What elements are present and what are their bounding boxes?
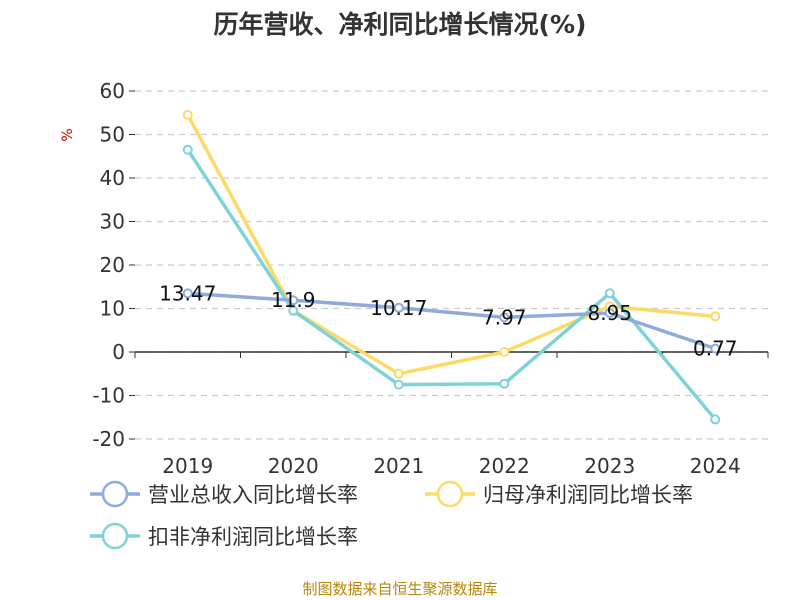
chart-title: 历年营收、净利同比增长情况(%) xyxy=(214,10,587,39)
data-label: 8.95 xyxy=(587,301,632,325)
data-label: 13.47 xyxy=(159,281,216,305)
data-point xyxy=(393,368,404,379)
y-tick-label: 20 xyxy=(100,253,125,277)
legend-label: 营业总收入同比增长率 xyxy=(148,483,358,507)
data-point xyxy=(288,305,299,316)
data-point xyxy=(182,144,193,155)
legend-label: 扣非净利润同比增长率 xyxy=(148,525,358,549)
x-tick-label: 2021 xyxy=(373,454,424,478)
series-line xyxy=(187,291,716,351)
data-labels: 13.47 11.9 10.17 7.97 8.95 0.77 xyxy=(159,281,737,360)
series-line xyxy=(186,148,717,421)
series-1 xyxy=(182,288,721,354)
data-point xyxy=(499,378,510,389)
legend-marker xyxy=(436,480,464,508)
data-point xyxy=(499,347,510,357)
series-lines xyxy=(182,109,721,425)
data-point xyxy=(393,379,404,390)
series-2 xyxy=(182,109,721,379)
data-point xyxy=(288,295,299,306)
x-axis-ticks: 2019 2020 2021 2022 2023 2024 xyxy=(162,454,740,478)
data-point xyxy=(604,288,615,299)
x-tick-label: 2023 xyxy=(584,454,635,478)
data-label: 10.17 xyxy=(370,296,427,320)
x-tick-label: 2022 xyxy=(479,454,530,478)
series-line xyxy=(186,114,716,376)
legend-item: 扣非净利润同比增长率 xyxy=(90,522,358,550)
x-tick-label: 2024 xyxy=(690,454,741,478)
data-point xyxy=(499,312,510,323)
y-tick-label: 60 xyxy=(100,79,125,103)
data-label: 7.97 xyxy=(482,305,527,329)
data-point xyxy=(710,414,721,425)
legend-item: 营业总收入同比增长率 xyxy=(90,480,358,508)
y-tick-label: 0 xyxy=(112,340,125,364)
data-point xyxy=(393,302,404,313)
data-point xyxy=(710,343,721,354)
gridlines xyxy=(135,90,768,440)
legend-marker xyxy=(101,480,129,508)
data-label: 11.9 xyxy=(271,288,316,312)
data-label: 0.77 xyxy=(693,337,738,361)
source-note: 制图数据来自恒生聚源数据库 xyxy=(302,580,497,598)
data-point xyxy=(182,109,193,120)
y-tick-label: 30 xyxy=(100,210,125,234)
y-tick-label: 10 xyxy=(100,297,125,321)
series-3 xyxy=(182,144,721,425)
legend-marker xyxy=(101,522,129,550)
data-point xyxy=(182,288,193,299)
data-point xyxy=(604,308,615,319)
y-tick-label: 50 xyxy=(100,123,125,147)
y-axis-unit-label: % xyxy=(60,128,76,141)
x-axis xyxy=(134,351,769,358)
y-axis-ticks: 60 50 40 30 20 10 0 -10 -20 xyxy=(92,79,135,451)
x-tick-label: 2019 xyxy=(162,454,213,478)
data-point xyxy=(710,311,721,322)
y-tick-label: 40 xyxy=(100,166,125,190)
legend-label: 归母净利润同比增长率 xyxy=(483,483,693,507)
x-tick-label: 2020 xyxy=(268,454,319,478)
y-tick-label: -10 xyxy=(92,384,125,408)
legend-item: 归母净利润同比增长率 xyxy=(425,480,693,508)
y-tick-label: -20 xyxy=(92,427,125,451)
